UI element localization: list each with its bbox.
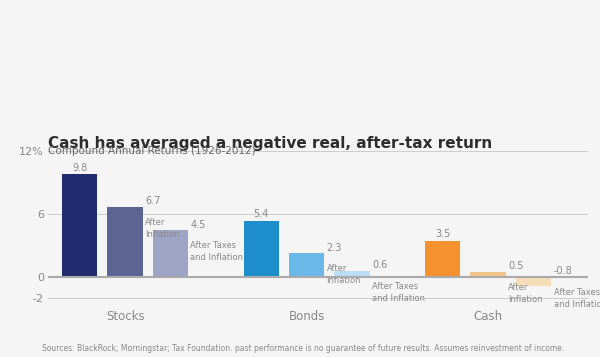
Text: 9.8: 9.8	[72, 163, 88, 173]
Bar	[153, 230, 188, 277]
Text: Compound Annual Returns (1926-2012): Compound Annual Returns (1926-2012)	[48, 146, 256, 156]
Text: 2.3: 2.3	[326, 243, 342, 253]
Text: After
Inflation: After Inflation	[326, 253, 361, 285]
Bar	[289, 253, 325, 277]
Text: 3.5: 3.5	[435, 229, 451, 239]
Text: 0.6: 0.6	[372, 260, 387, 270]
Text: After
Inflation: After Inflation	[508, 271, 542, 304]
Bar	[107, 207, 143, 277]
Bar	[470, 272, 506, 277]
Text: 6.7: 6.7	[145, 196, 160, 206]
Text: -0.8: -0.8	[554, 266, 572, 276]
Text: 0.5: 0.5	[508, 261, 524, 271]
Text: After
Inflation: After Inflation	[145, 206, 179, 239]
Bar	[516, 277, 551, 286]
Text: 5.4: 5.4	[254, 209, 269, 219]
Text: After Taxes
and Inflation: After Taxes and Inflation	[190, 230, 244, 262]
Bar	[425, 241, 460, 277]
Text: Sources: BlackRock; Morningstar; Tax Foundation. past performance is no guarante: Sources: BlackRock; Morningstar; Tax Fou…	[42, 345, 564, 353]
Text: After Taxes
and Inflation: After Taxes and Inflation	[554, 276, 600, 309]
Text: After Taxes
and Inflation: After Taxes and Inflation	[372, 270, 425, 303]
Text: 4.5: 4.5	[190, 220, 206, 230]
Bar	[62, 175, 97, 277]
Text: Cash has averaged a negative real, after-tax return: Cash has averaged a negative real, after…	[48, 136, 492, 151]
Bar	[244, 221, 279, 277]
Bar	[334, 271, 370, 277]
